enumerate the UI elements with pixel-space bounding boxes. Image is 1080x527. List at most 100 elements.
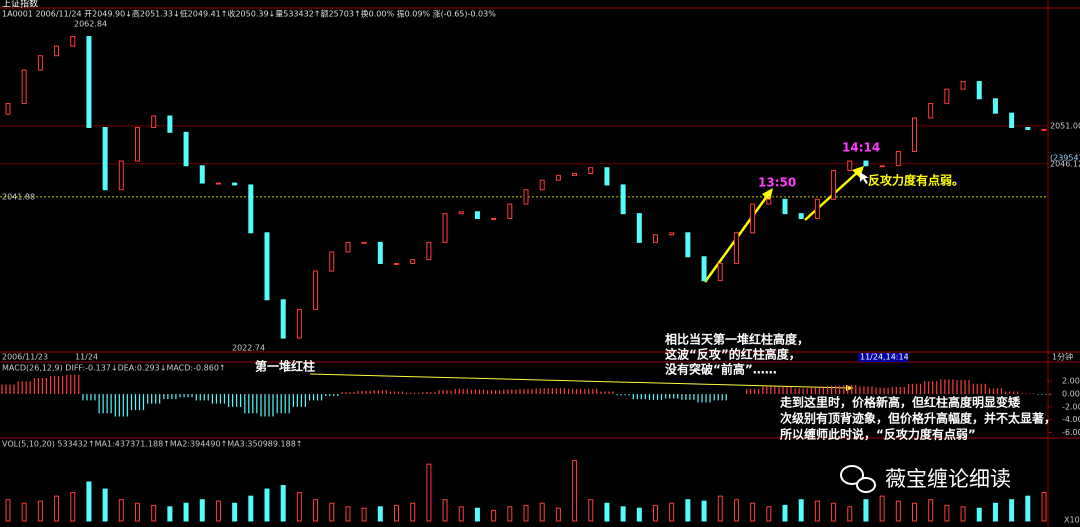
volume-bar bbox=[523, 504, 529, 522]
volume-bar bbox=[879, 495, 885, 522]
candle-body bbox=[1025, 126, 1031, 130]
candle-body bbox=[523, 189, 529, 205]
annotation: 2022.74 bbox=[232, 344, 265, 353]
candle-body bbox=[717, 262, 723, 282]
volume-bar bbox=[54, 495, 60, 522]
volume-bar bbox=[410, 502, 416, 522]
candle-body bbox=[620, 184, 626, 215]
candle-body bbox=[879, 165, 885, 168]
candle-body bbox=[507, 203, 513, 219]
volume-bar bbox=[86, 481, 92, 522]
candle-body bbox=[135, 126, 140, 162]
volume-bar bbox=[1041, 492, 1047, 522]
volume-bar bbox=[21, 502, 27, 522]
candle-body bbox=[21, 69, 27, 105]
candle-body bbox=[199, 165, 205, 184]
candle-body bbox=[701, 256, 707, 282]
volume-bar bbox=[329, 502, 335, 522]
volume-bar bbox=[895, 500, 901, 522]
volume-bar bbox=[377, 506, 383, 522]
time-label: 2006/11/23 bbox=[2, 353, 48, 362]
candle-body bbox=[232, 182, 238, 186]
candle-body bbox=[280, 299, 286, 339]
volume-bar bbox=[215, 500, 221, 522]
candle-body bbox=[474, 211, 480, 219]
volume-bar bbox=[5, 499, 11, 522]
volume-bar bbox=[426, 463, 432, 522]
scale-label: X10 bbox=[1064, 516, 1080, 525]
volume-bar bbox=[960, 506, 966, 522]
y-tick-label: -4.00 bbox=[1062, 415, 1080, 424]
cursor-time-box bbox=[858, 353, 908, 362]
volume-tag: (23954) bbox=[1050, 154, 1080, 163]
volume-bar bbox=[733, 499, 739, 522]
candle-body bbox=[604, 167, 610, 186]
candle-body bbox=[750, 203, 756, 234]
volume-bar bbox=[572, 460, 578, 522]
candle-body bbox=[118, 160, 124, 191]
volume-bar bbox=[442, 499, 448, 522]
candle-body bbox=[361, 241, 367, 244]
y-tick-label: 2051.00 bbox=[1050, 121, 1080, 130]
note: 次级别有顶背迹象，但价格升高幅度，并不太显著， bbox=[780, 411, 1056, 426]
chart-title: 上证指数 bbox=[2, 0, 38, 10]
volume-bar bbox=[394, 504, 399, 522]
arrowhead bbox=[762, 188, 773, 201]
candle-body bbox=[912, 117, 917, 152]
volume-bar bbox=[183, 502, 189, 522]
volume-bar bbox=[37, 500, 43, 522]
candle-body bbox=[5, 103, 11, 115]
volume-bar bbox=[458, 506, 464, 522]
volume-bar bbox=[491, 509, 497, 522]
volume-bar bbox=[928, 499, 934, 522]
watermark-text: 薇宝缠论细读 bbox=[885, 467, 1011, 491]
volume-bar bbox=[507, 506, 513, 522]
candle-body bbox=[814, 198, 820, 219]
arrow bbox=[309, 373, 851, 389]
candle-body bbox=[86, 36, 92, 128]
candle-body bbox=[555, 174, 561, 181]
volume-bar bbox=[992, 502, 998, 522]
volume-bar bbox=[264, 488, 270, 522]
volume-bar bbox=[248, 495, 254, 522]
candle-body bbox=[992, 98, 998, 114]
y-tick-label: 2.00 bbox=[1062, 377, 1080, 386]
candle-body bbox=[895, 150, 901, 167]
volume-bar bbox=[167, 506, 173, 522]
y-tick-label: 0.00 bbox=[1062, 390, 1080, 399]
volume-bar bbox=[1009, 499, 1015, 522]
y-tick-label: -6.00 bbox=[1062, 428, 1080, 437]
volume-bar bbox=[798, 499, 804, 522]
candle-body bbox=[426, 241, 432, 261]
candle-body bbox=[944, 88, 950, 105]
candle-body bbox=[54, 45, 60, 57]
volume-bar bbox=[863, 499, 869, 522]
volume-bar bbox=[555, 507, 561, 522]
candle-body bbox=[296, 308, 302, 339]
volume-bar bbox=[653, 504, 658, 522]
candle-body bbox=[831, 170, 837, 200]
volume-bar bbox=[782, 504, 788, 522]
volume-bar bbox=[847, 506, 853, 522]
volume-bar bbox=[814, 500, 820, 522]
volume-bar bbox=[766, 506, 772, 522]
volume-bar bbox=[474, 507, 480, 522]
candle-body bbox=[215, 182, 221, 185]
volume-bar bbox=[361, 507, 367, 522]
candle-body bbox=[151, 115, 157, 128]
candle-body bbox=[183, 131, 189, 167]
volume-bar bbox=[232, 502, 238, 522]
candle-body bbox=[167, 115, 173, 133]
candle-body bbox=[588, 167, 594, 174]
candle-body bbox=[70, 36, 76, 47]
candle-body bbox=[491, 217, 497, 220]
volume-bar bbox=[912, 502, 917, 522]
time-label: 11/24,14:14 bbox=[860, 353, 909, 362]
candle-body bbox=[928, 103, 934, 119]
note: 相比当天第一堆红柱高度， bbox=[665, 332, 809, 347]
annotation: 反攻力度有点弱。 bbox=[868, 173, 964, 188]
note: 走到这里时，价格新高，但红柱高度明显变矮 bbox=[780, 395, 1021, 410]
candle-body bbox=[345, 241, 351, 253]
